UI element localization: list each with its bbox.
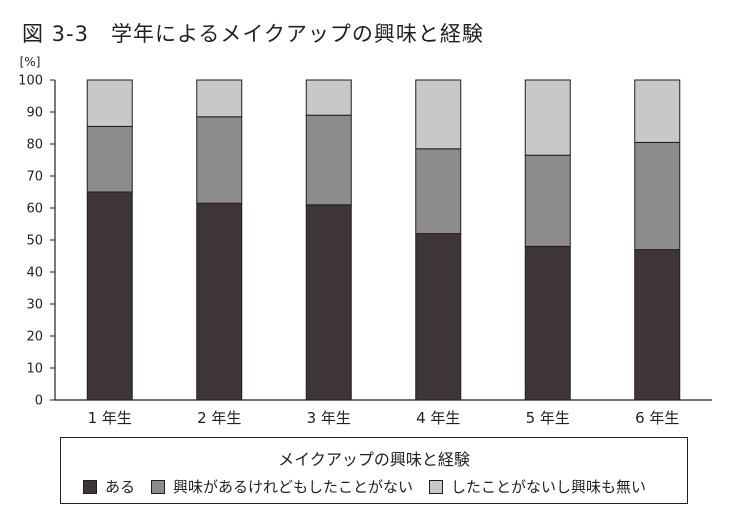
y-tick-label: 20 [26, 330, 43, 345]
x-tick-label: 3 年生 [307, 409, 351, 427]
legend-label: したことがないし興味も無い [451, 478, 647, 496]
legend-label: 興味があるけれどもしたことがない [173, 478, 414, 496]
y-tick-label: 0 [35, 394, 43, 409]
chart-title: 図 3-3 学年によるメイクアップの興味と経験 [22, 18, 484, 48]
x-tick-label: 1 年生 [88, 409, 132, 427]
y-tick-label: 100 [18, 74, 43, 89]
bar-segment [524, 154, 571, 247]
bar-segment [305, 204, 352, 401]
bar-segment [86, 125, 133, 193]
x-tick-label: 2 年生 [197, 409, 241, 427]
bar-segment [305, 79, 352, 116]
y-tick-label: 40 [26, 266, 43, 281]
legend-label: ある [105, 478, 136, 496]
legend: メイクアップの興味と経験 ある 興味があるけれどもしたことがない したことがないし興… [60, 437, 688, 504]
bar-segment [415, 148, 462, 235]
bar-segment [524, 79, 571, 156]
y-axis-label: [%] [20, 55, 41, 69]
y-tick-label: 50 [26, 234, 43, 249]
x-tick-label: 6 年生 [635, 409, 679, 427]
legend-swatch [83, 479, 97, 494]
y-tick-label: 10 [26, 362, 43, 377]
y-tick-label: 70 [26, 170, 43, 185]
bar-segment [415, 79, 462, 150]
bar-segment [634, 141, 681, 251]
figure-number: 図 3-3 [22, 22, 89, 46]
bar-segment [86, 79, 133, 127]
bar-segment [196, 116, 243, 204]
x-tick-label: 5 年生 [526, 409, 570, 427]
bar-segment [196, 79, 243, 118]
y-tick-label: 90 [26, 106, 43, 121]
legend-item: ある [83, 476, 135, 497]
bar-segment [634, 79, 681, 143]
bar-segment [415, 233, 462, 401]
bar-segment [634, 249, 681, 401]
bar-segment [86, 191, 133, 401]
legend-item: 興味があるけれどもしたことがない [151, 476, 413, 497]
stacked-bar-chart: [%] 0 10 20 30 40 50 60 70 80 90 100 1 年生 2 年生 3 年生 4 年… [18, 55, 712, 427]
y-tick-label: 60 [26, 202, 43, 217]
x-tick-label: 4 年生 [416, 409, 460, 427]
bar-segment [305, 114, 352, 206]
bar-segment [524, 245, 571, 401]
figure-title: 学年によるメイクアップの興味と経験 [110, 22, 484, 46]
legend-title: メイクアップの興味と経験 [278, 450, 470, 469]
y-tick-label: 80 [26, 138, 43, 153]
bar-segment [196, 202, 243, 401]
legend-swatch [151, 479, 166, 494]
legend-item: したことがないし興味も無い [429, 476, 646, 497]
legend-swatch [429, 479, 444, 494]
legend-items: ある 興味があるけれどもしたことがない したことがないし興味も無い [83, 476, 662, 497]
y-tick-label: 30 [26, 298, 43, 313]
